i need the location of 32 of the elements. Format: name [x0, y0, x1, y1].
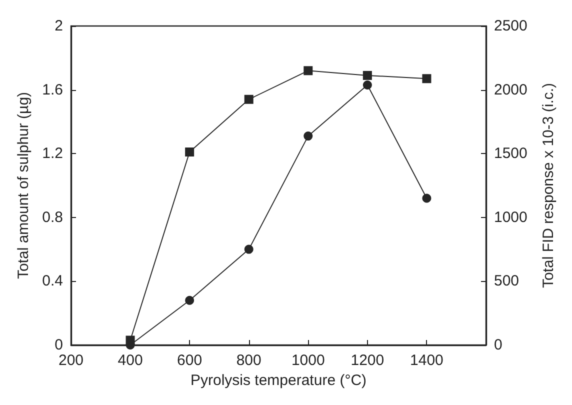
- y-axis-title: Total amount of sulphur (µg): [15, 92, 32, 280]
- y2-axis-title: Total FID response x 10-3 (i.c.): [540, 82, 557, 288]
- x-tick-label: 800: [236, 352, 262, 369]
- x-tick-label: 600: [177, 352, 202, 369]
- point: [185, 148, 194, 157]
- y-tick-label: 0.4: [42, 272, 63, 290]
- point: [185, 296, 194, 305]
- point: [244, 244, 254, 254]
- point: [422, 74, 432, 84]
- point: [422, 194, 432, 203]
- x-tick-label: 1000: [291, 352, 325, 369]
- y2-tick-label: 1000: [494, 208, 528, 226]
- y-tick-label: 0.8: [42, 208, 63, 226]
- x-tick-label: 1400: [410, 352, 444, 369]
- y-tick-label: 0: [54, 336, 63, 354]
- y2-tick-label: 500: [494, 272, 520, 290]
- y2-tick-label: 0: [494, 336, 502, 354]
- point: [304, 66, 313, 76]
- y2-tick-label: 2000: [494, 81, 528, 98]
- point: [244, 94, 254, 104]
- y2-tick-label: 1500: [494, 145, 528, 162]
- x-tick-label: 400: [118, 352, 143, 369]
- x-tick-label: 200: [58, 352, 84, 369]
- y-tick-label: 1.6: [42, 81, 63, 98]
- y2-tick-label: 2500: [494, 18, 528, 34]
- point: [304, 132, 313, 141]
- point: [362, 70, 372, 80]
- y-tick-label: 2: [54, 18, 63, 34]
- y-tick-label: 1.2: [42, 145, 63, 162]
- point: [362, 80, 372, 90]
- x-axis-title: Pyrolysis temperature (°C): [190, 372, 367, 389]
- x-tick-label: 1200: [350, 352, 384, 369]
